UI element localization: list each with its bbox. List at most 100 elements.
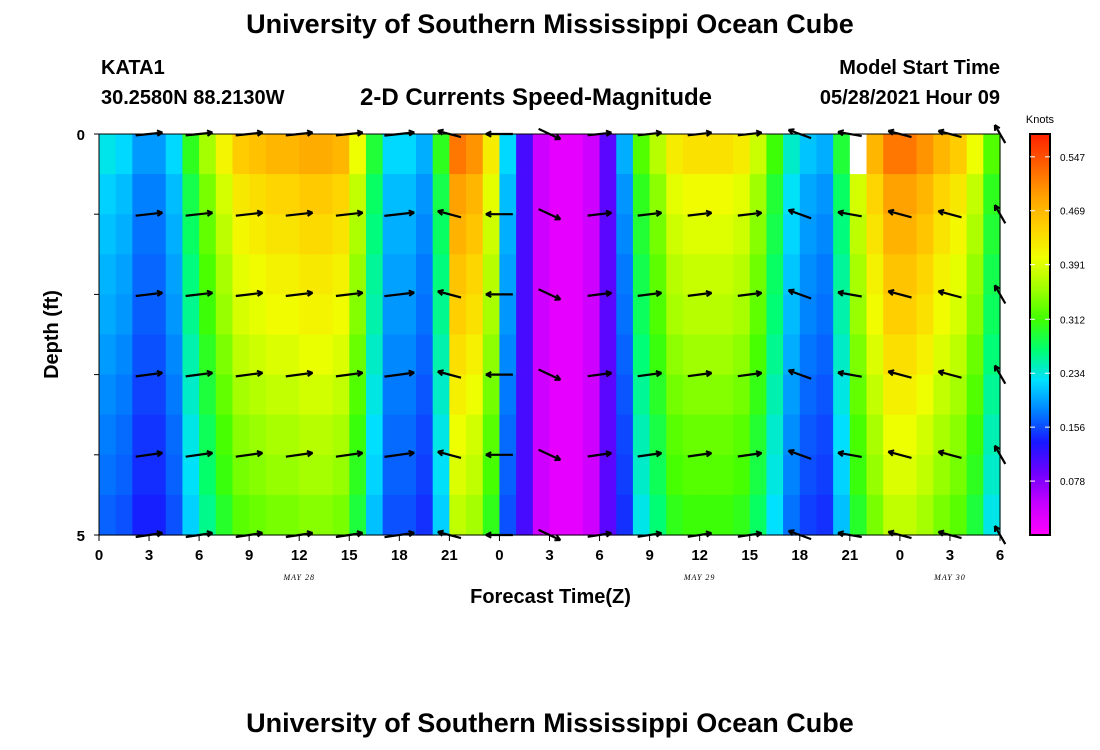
- heatmap-cell: [716, 254, 734, 295]
- x-tick-label: 6: [195, 547, 203, 564]
- heatmap-cell: [749, 494, 768, 536]
- heatmap-cell: [682, 294, 701, 336]
- heatmap-cell: [449, 414, 467, 456]
- heatmap-cell: [883, 334, 901, 376]
- current-vector: [787, 208, 812, 220]
- heatmap-cell: [849, 334, 868, 376]
- heatmap-cell: [466, 214, 484, 255]
- heatmap-cell: [883, 254, 901, 295]
- heatmap-cell: [983, 494, 1001, 536]
- heatmap-cell: [399, 134, 417, 175]
- heatmap-cell: [399, 334, 417, 376]
- heatmap-cell: [499, 334, 517, 376]
- heatmap-cell: [265, 214, 284, 255]
- heatmap-cell: [966, 454, 984, 496]
- current-vector: [285, 129, 314, 137]
- heatmap-cell: [282, 494, 300, 536]
- heatmap-cell: [549, 134, 567, 175]
- heatmap-cell: [733, 294, 751, 336]
- station-coordinates: 30.2580N 88.2130W: [101, 87, 285, 109]
- station-id: KATA1: [101, 57, 165, 79]
- heatmap-cell: [599, 494, 617, 536]
- heatmap-cell: [282, 374, 300, 416]
- heatmap-cell: [132, 454, 150, 496]
- current-vector: [637, 289, 663, 298]
- heatmap-cell: [249, 494, 267, 536]
- x-tick-label: 21: [841, 547, 858, 564]
- x-tick-label: 6: [996, 547, 1004, 564]
- current-vector: [737, 289, 763, 298]
- heatmap-cell: [299, 214, 317, 255]
- heatmap-cell: [966, 134, 984, 175]
- heatmap-cell: [983, 454, 1001, 496]
- heatmap-cell: [866, 414, 884, 456]
- heatmap-cell: [816, 374, 834, 416]
- heatmap-cell: [582, 134, 601, 175]
- heatmap-cell: [699, 214, 717, 255]
- heatmap-cell: [299, 294, 317, 336]
- heatmap-cell: [499, 134, 517, 175]
- page-title: University of Southern Mississippi Ocean…: [246, 9, 854, 39]
- heatmap-cell: [315, 254, 334, 295]
- heatmap-cell: [682, 414, 701, 456]
- current-vector: [384, 209, 415, 217]
- heatmap-cell: [349, 334, 367, 376]
- date-label: MAY 30: [933, 573, 966, 582]
- heatmap-cell: [899, 374, 918, 416]
- heatmap-cell: [249, 414, 267, 456]
- heatmap-cell: [215, 174, 234, 215]
- heatmap-cell: [933, 214, 951, 255]
- heatmap-cell: [699, 454, 717, 496]
- x-axis: 0 3 6 9 12 15 18 21 0 3 6 9 12 15 18 21 0 3 6 MAY 28 MAY 29 M…: [95, 535, 1004, 608]
- heatmap-cell: [232, 374, 250, 416]
- heatmap-cell: [115, 334, 133, 376]
- date-label: MAY 29: [683, 573, 716, 582]
- heatmap-cell: [349, 134, 367, 175]
- current-vector: [235, 450, 264, 458]
- current-vector: [384, 369, 415, 378]
- heatmap-cell: [566, 414, 584, 456]
- current-vector: [887, 449, 912, 459]
- heatmap-cell: [549, 374, 567, 416]
- heatmap-cell: [949, 294, 968, 336]
- heatmap-cell: [933, 414, 951, 456]
- heatmap-cell: [933, 134, 951, 175]
- heatmap-cell: [833, 374, 851, 416]
- heatmap-cell: [282, 254, 300, 295]
- heatmap-cell: [582, 334, 601, 376]
- heatmap-cell: [132, 334, 150, 376]
- current-vector: [437, 369, 462, 379]
- heatmap-cell: [799, 494, 818, 536]
- heatmap-cell: [115, 494, 133, 536]
- heatmap-cell: [299, 374, 317, 416]
- heatmap-cell: [449, 334, 467, 376]
- heatmap-cell: [432, 214, 450, 255]
- heatmap-cell: [833, 294, 851, 336]
- heatmap-cell: [165, 294, 184, 336]
- heatmap-cell: [315, 414, 334, 456]
- colorbar-tick-label: 0.391: [1060, 261, 1085, 272]
- heatmap-cell: [365, 214, 384, 255]
- heatmap-cell: [783, 374, 801, 416]
- heatmap-cell: [299, 174, 317, 215]
- heatmap-cell: [232, 214, 250, 255]
- current-vector: [787, 288, 812, 300]
- heatmap-cell: [816, 174, 834, 215]
- heatmap-cell: [733, 254, 751, 295]
- heatmap-cell: [182, 174, 200, 215]
- chart-subtitle: 2-D Currents Speed-Magnitude: [360, 84, 713, 111]
- heatmap-cell: [182, 214, 200, 255]
- heatmap-cell: [632, 334, 651, 376]
- heatmap-cell: [165, 334, 184, 376]
- heatmap-cell: [349, 214, 367, 255]
- heatmap-cell: [916, 454, 934, 496]
- heatmap-cell: [449, 254, 467, 295]
- heatmap-cell: [282, 134, 300, 175]
- heatmap-cell: [199, 334, 217, 376]
- heatmap-cell: [282, 174, 300, 215]
- heatmap-cell: [566, 214, 584, 255]
- heatmap-cell: [149, 174, 167, 215]
- heatmap-cell: [115, 254, 133, 295]
- heatmap-cell: [749, 414, 768, 456]
- heatmap-cell: [666, 134, 684, 175]
